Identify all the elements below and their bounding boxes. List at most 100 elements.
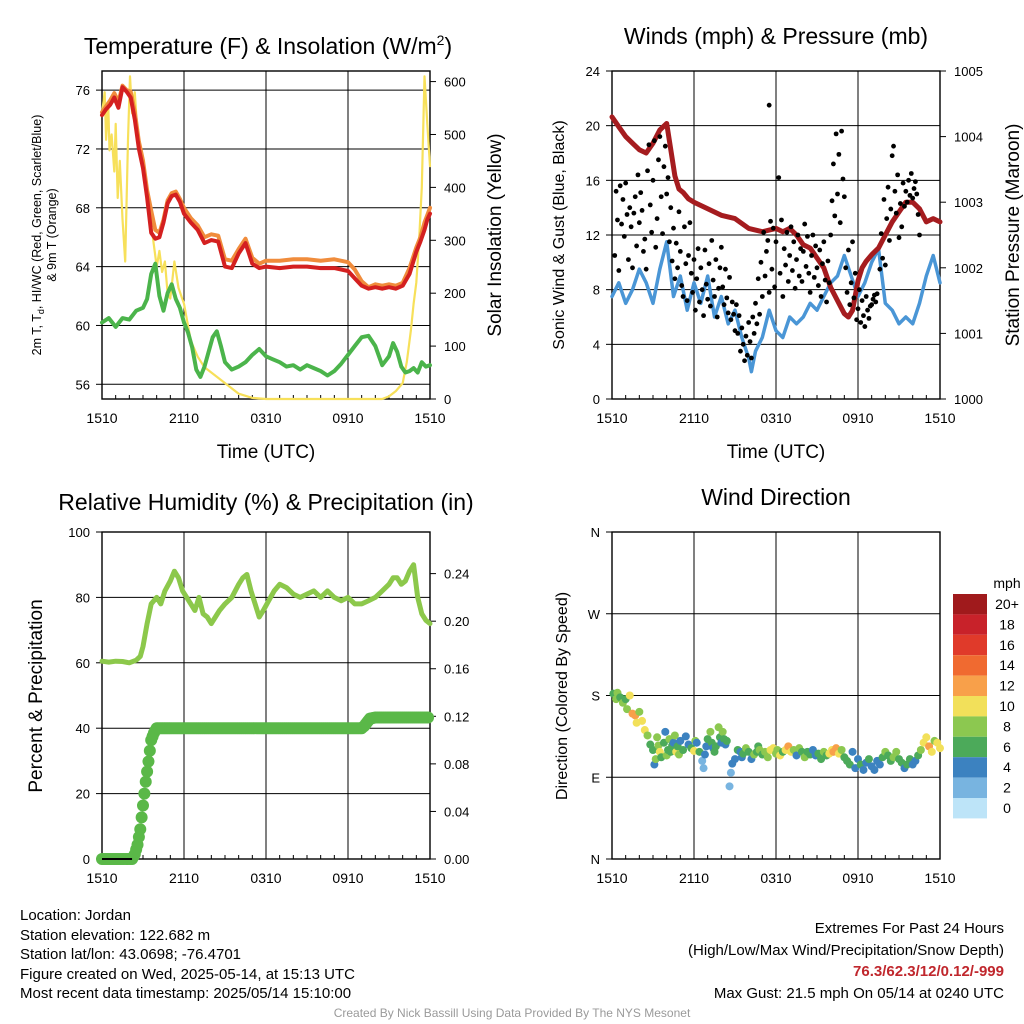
wind-gust-point (749, 355, 754, 361)
direction-point (718, 727, 727, 736)
wind-gust-point (701, 313, 706, 319)
wind-gust-point (807, 290, 813, 295)
precip-point (138, 787, 151, 800)
wind-gust-point (643, 266, 649, 272)
wind-frame (611, 70, 941, 400)
wind-gust-point (780, 294, 786, 299)
precip-point (135, 811, 148, 824)
rh-y2tick-label: 0.16 (444, 662, 469, 677)
rh-xtick-label: 0910 (332, 870, 363, 886)
wind-gust-point (624, 212, 630, 217)
wind-gust-point (736, 313, 742, 319)
wind-gust-point (815, 283, 821, 288)
colorbar-label: 10 (999, 698, 1015, 714)
wind-gust-point (692, 307, 698, 313)
wind-gust-point (889, 153, 895, 159)
wind-gust-point (917, 232, 922, 238)
wind-gust-point (714, 314, 720, 320)
rh-y2tick-label: 0.04 (444, 804, 469, 819)
direction-point (763, 753, 772, 762)
direction-point (670, 731, 679, 740)
wind-gust-point (712, 294, 717, 299)
wind-gust-point (673, 240, 679, 246)
colorbar-swatch (953, 594, 987, 615)
precip-point (141, 765, 154, 778)
wind-gust-point (825, 258, 831, 264)
wind-gust-point (813, 243, 819, 249)
wind-gust-point (891, 143, 896, 149)
temp-ytick-label: 68 (76, 201, 90, 216)
wind-ytick-label: 4 (593, 337, 600, 352)
wind-gust-point (751, 331, 757, 336)
wind-gust-point (743, 333, 749, 339)
wind-gust-point (880, 255, 885, 261)
direction-point (681, 732, 690, 741)
temp-ylabel-2: & 9m T (Orange) (45, 188, 59, 281)
credit-line: Created By Nick Bassill Using Data Provi… (333, 1006, 691, 1020)
colorbar-label: 0 (1003, 800, 1011, 816)
wind-y2tick-label: 1005 (954, 64, 983, 79)
wind-xlabel: Time (UTC) (727, 442, 826, 463)
wind-gust-point (902, 203, 907, 209)
rh-xtick-label: 1510 (414, 870, 445, 886)
wind-gust-point (885, 184, 891, 190)
direction-point (638, 716, 647, 725)
wind-xtick-label: 2110 (679, 410, 709, 426)
wind-gust-point (747, 339, 753, 344)
wind-gust-point (613, 188, 619, 194)
recent-timestamp: Most recent data timestamp: 2025/05/14 1… (20, 985, 352, 1003)
wind-gust-point (720, 284, 726, 290)
wind-gust-point (817, 247, 823, 253)
temp-xtick-label: 0910 (332, 410, 363, 426)
rh-xtick-label: 2110 (169, 870, 199, 886)
wind-gust-point (620, 197, 626, 202)
wind-gust-point (792, 285, 798, 291)
temp-panel: 1510 2110 0310 0910 1510 56 60 64 68 72 76 0 100 200 3… (30, 32, 506, 463)
wind-gust-point (623, 180, 629, 186)
wind-ylabel-right: Station Pressure (Maroon) (1003, 124, 1024, 347)
temp-ylabel-sub: d (36, 309, 46, 314)
wind-ytick-label: 8 (593, 283, 600, 298)
wind-gust-point (698, 265, 704, 271)
wind-gust-point (647, 202, 653, 208)
dir-ylabel: Direction (Colored By Speed) (554, 592, 571, 800)
wind-gust-point (911, 186, 917, 191)
wind-gust-point (900, 180, 906, 186)
wind-gust-point (686, 253, 691, 258)
wind-gust-point (656, 157, 661, 163)
wind-gust-point (679, 283, 685, 288)
temp-y2tick-label: 300 (444, 233, 466, 248)
wind-gust-point (634, 243, 639, 249)
wind-gust-point (895, 172, 901, 178)
wind-gust-point (776, 175, 782, 181)
wind-gust-point (677, 249, 683, 254)
temp-series-line (100, 261, 432, 379)
precip-point (143, 744, 156, 757)
wind-gust-point (836, 151, 842, 157)
wind-gust-point (783, 262, 788, 268)
colorbar-label: 14 (999, 657, 1015, 673)
wind-gust-point (641, 249, 646, 254)
wind-gust-point (846, 247, 851, 253)
wind-gust-point (888, 206, 894, 212)
temp-ytick-label: 64 (76, 260, 90, 275)
wind-gust-point (738, 348, 743, 354)
station-location: Location: Jordan (20, 907, 131, 924)
direction-point (916, 746, 925, 754)
rh-ytick-label: 60 (76, 656, 90, 671)
wind-gust-point (850, 239, 855, 245)
wind-gust-point (699, 287, 705, 293)
wind-gust-point (869, 302, 875, 308)
temp-title-close: ) (444, 33, 452, 59)
station-elevation: Station elevation: 122.682 m (20, 926, 211, 944)
colorbar-label: 6 (1003, 739, 1011, 755)
wind-gust-point (710, 277, 716, 283)
wind-gust-point (806, 270, 812, 276)
wind-gust-point (893, 210, 899, 216)
wind-gust-point (847, 302, 853, 308)
direction-point (848, 747, 857, 756)
rh-y2tick-label: 0.24 (444, 567, 469, 582)
rh-line (99, 562, 433, 666)
wind-gust-point (727, 274, 732, 280)
dir-panel: 1510 2110 0310 0910 1510 N E S W N Wind Direction D… (554, 484, 1021, 886)
